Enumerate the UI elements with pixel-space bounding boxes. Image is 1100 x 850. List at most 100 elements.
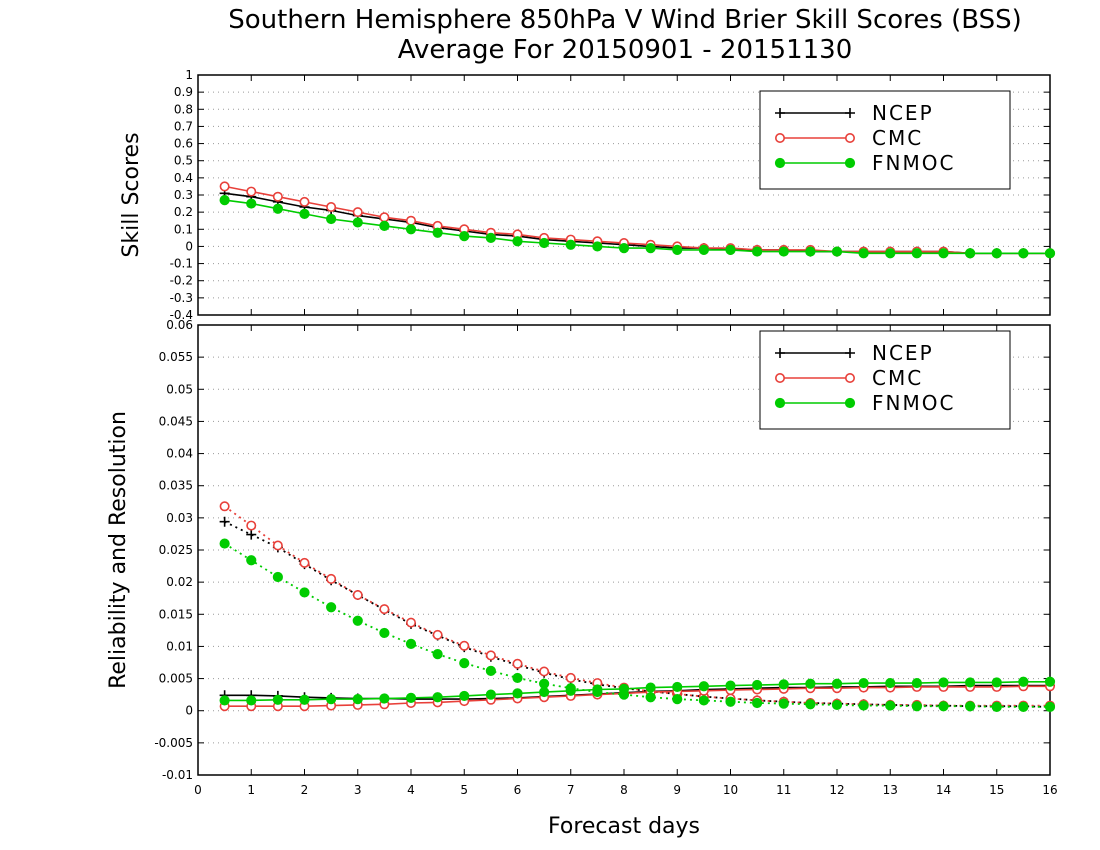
series-fnmoc-solid: [219, 676, 1056, 706]
x-tick-label: 16: [1042, 783, 1057, 797]
data-point: [299, 196, 310, 207]
y-tick-label: 0.1: [174, 222, 193, 236]
data-point: [512, 688, 523, 699]
legend-label-cmc: CMC: [872, 126, 923, 150]
data-point: [272, 694, 283, 705]
data-point: [432, 649, 443, 660]
data-point: [885, 677, 896, 689]
data-point: [1044, 676, 1056, 687]
legend-marker: [775, 348, 785, 358]
data-point: [539, 237, 550, 249]
series-line: [224, 505, 1050, 707]
y-tick-label: 0: [185, 239, 193, 253]
data-point: [752, 679, 763, 691]
data-point: [645, 243, 656, 254]
data-point: [352, 589, 363, 600]
chart-title-line1: Southern Hemisphere 850hPa V Wind Brier …: [228, 5, 1022, 35]
data-point: [618, 243, 630, 254]
data-point: [219, 538, 230, 549]
y-tick-label: 0.8: [174, 102, 193, 116]
data-point: [991, 248, 1002, 259]
data-point: [831, 699, 843, 711]
legend-label-fnmoc: FNMOC: [872, 151, 955, 175]
x-tick-label: 2: [301, 783, 309, 797]
data-point: [326, 694, 337, 705]
data-point: [938, 248, 949, 259]
legend-marker: [844, 133, 855, 144]
legend-marker: [774, 133, 785, 144]
data-point: [405, 617, 416, 628]
x-tick-label: 8: [620, 783, 628, 797]
data-point: [698, 244, 709, 255]
data-point: [1018, 676, 1029, 687]
data-point: [246, 529, 257, 540]
data-point: [1018, 701, 1029, 712]
data-point: [778, 698, 789, 709]
y-tick-label: 0.5: [174, 154, 193, 168]
x-tick-label: 4: [407, 783, 415, 797]
legend-marker: [844, 157, 856, 169]
data-point: [299, 587, 310, 598]
data-point: [246, 198, 257, 209]
data-point: [512, 236, 523, 247]
data-point: [618, 683, 630, 694]
y-tick-label: 0: [185, 704, 193, 718]
data-point: [459, 690, 470, 702]
data-point: [805, 678, 816, 689]
data-point: [352, 694, 363, 705]
data-point: [805, 246, 816, 257]
data-point: [272, 203, 283, 214]
legend-marker: [775, 108, 785, 118]
series-line: [224, 185, 1050, 255]
y-tick-label: 0.055: [159, 350, 193, 364]
data-point: [379, 212, 390, 223]
data-point: [778, 679, 789, 690]
legend-box: [759, 330, 1011, 430]
x-tick-label: 9: [673, 783, 681, 797]
y-tick-label: 0.04: [166, 447, 193, 461]
y-tick-label: 0.7: [174, 119, 193, 133]
data-point: [592, 241, 603, 252]
data-point: [405, 224, 417, 235]
x-tick-label: 12: [829, 783, 844, 797]
legend-box: [759, 90, 1011, 190]
x-tick-label: 1: [247, 783, 255, 797]
data-point: [539, 686, 550, 698]
data-point: [965, 248, 976, 259]
y-tick-label: 0.06: [166, 318, 193, 332]
data-point: [326, 602, 337, 613]
y-tick-label: 0.3: [174, 188, 193, 202]
legend-label-ncep: NCEP: [872, 341, 934, 365]
legend-marker: [845, 348, 855, 358]
data-point: [405, 638, 417, 649]
data-point: [938, 677, 949, 688]
y-tick-label: 0.9: [174, 85, 193, 99]
data-point: [991, 677, 1002, 688]
data-point: [698, 681, 709, 692]
data-point: [1044, 701, 1056, 712]
y-tick-label: 0.6: [174, 137, 193, 151]
data-point: [432, 629, 443, 640]
y-tick-label: -0.1: [170, 257, 193, 271]
data-point: [1018, 248, 1029, 259]
data-point: [299, 694, 310, 705]
data-point: [326, 213, 337, 225]
legend-marker: [774, 157, 786, 169]
x-tick-label: 13: [883, 783, 898, 797]
data-point: [272, 191, 283, 202]
y-tick-label: -0.3: [170, 291, 193, 305]
legend-label-cmc: CMC: [872, 366, 923, 390]
data-point: [645, 692, 656, 703]
data-point: [858, 700, 869, 711]
data-point: [485, 650, 496, 661]
plot-frame: [197, 324, 1051, 776]
y-tick-label: 0.005: [159, 672, 193, 686]
data-point: [539, 678, 550, 689]
y-tick-label: 0.05: [166, 382, 193, 396]
plot-frame: [197, 74, 1051, 316]
data-point: [831, 246, 843, 257]
x-axis-label: Forecast days: [548, 814, 700, 839]
